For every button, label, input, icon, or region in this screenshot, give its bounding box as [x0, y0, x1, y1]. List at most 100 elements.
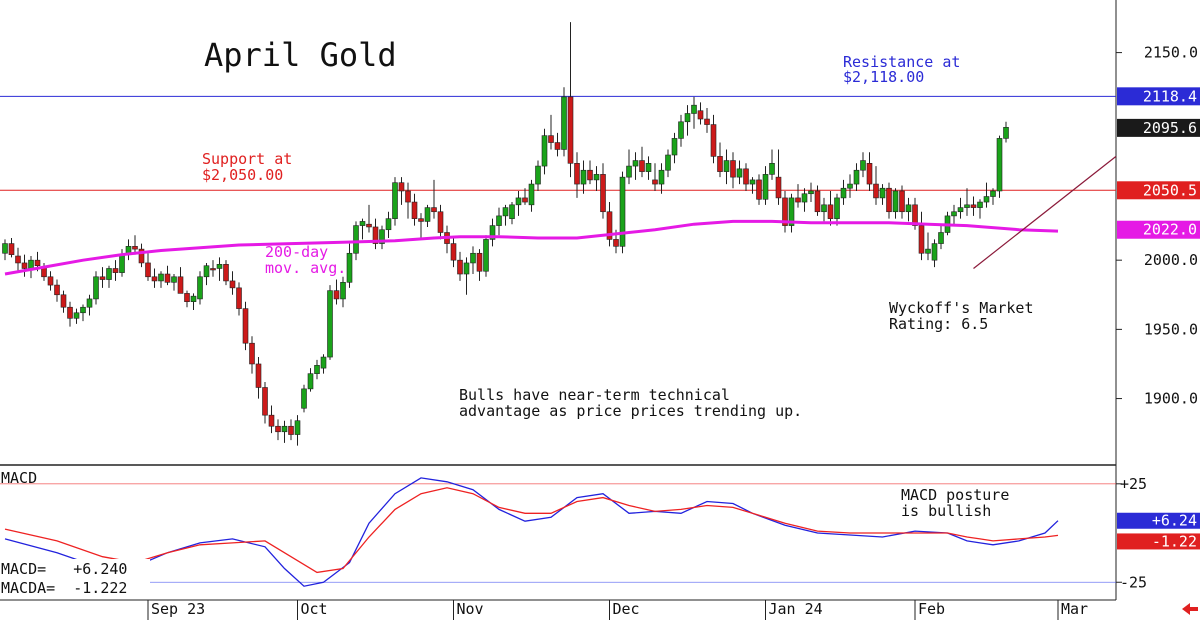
- candle: [132, 235, 138, 255]
- candle-body-down: [151, 276, 158, 282]
- candle: [437, 204, 444, 240]
- candle-body-up: [762, 174, 769, 200]
- candle-body-up: [723, 160, 730, 172]
- candle-body-down: [866, 163, 873, 185]
- candle-body-down: [522, 197, 528, 203]
- candle-body-up: [892, 190, 899, 213]
- candle-body-down: [795, 197, 801, 203]
- candle-body-down: [476, 252, 483, 272]
- candle-body-up: [509, 204, 515, 219]
- candle-body-up: [905, 204, 912, 213]
- candle: [327, 285, 333, 360]
- candle: [483, 235, 489, 277]
- candle-body-down: [34, 259, 41, 267]
- candle-body-up: [990, 190, 996, 197]
- candle: [255, 357, 262, 399]
- candle-body-down: [437, 211, 444, 233]
- x-tick-label: Mar: [1061, 600, 1088, 618]
- candle: [54, 279, 60, 302]
- candle: [710, 114, 717, 164]
- x-tick-label: Oct: [301, 600, 328, 618]
- y-tick-label: 1900.0: [1144, 390, 1198, 408]
- ma-annotation-line1: 200-day: [265, 243, 328, 261]
- candle-body-up: [808, 190, 814, 195]
- candle-body-up: [840, 187, 847, 199]
- candle-body-down: [652, 179, 658, 185]
- candle-body-up: [106, 268, 112, 280]
- candle-body-down: [229, 280, 236, 289]
- candle: [236, 282, 242, 316]
- candle-body-down: [710, 124, 717, 157]
- candle-body-up: [626, 165, 632, 178]
- left-arrow-icon[interactable]: [1182, 603, 1198, 615]
- candle: [587, 160, 593, 185]
- candle-body-up: [632, 160, 639, 167]
- candle-body-down: [372, 226, 379, 244]
- candle: [418, 213, 424, 240]
- ma200-tag-label: 2022.0: [1143, 221, 1197, 239]
- candle-body-up: [496, 215, 502, 226]
- candle: [782, 190, 788, 233]
- candle-body-down: [704, 118, 710, 125]
- candle: [522, 188, 528, 205]
- resistance-annotation-line1: Resistance at: [843, 53, 960, 71]
- candle: [678, 114, 684, 147]
- candle: [210, 260, 216, 277]
- candle-body-down: [132, 246, 138, 250]
- macd-tick-label: -25: [1120, 573, 1147, 591]
- candle: [197, 271, 203, 305]
- candle-body-up: [86, 298, 93, 308]
- candle: [379, 225, 385, 250]
- resistance-tag-label: 2118.4: [1143, 87, 1197, 105]
- candle: [840, 179, 847, 205]
- candle-body-up: [879, 187, 886, 199]
- candle-body-up: [392, 182, 398, 219]
- candle: [67, 301, 73, 327]
- candle-body-down: [15, 255, 21, 264]
- y-tick-label: 2150.0: [1144, 44, 1198, 62]
- candle-body-up: [515, 197, 522, 206]
- candle-body-up: [938, 232, 944, 244]
- candle: [658, 163, 665, 194]
- x-tick-label: Nov: [457, 600, 484, 618]
- candle-body-down: [606, 211, 613, 240]
- candle-body-down: [288, 425, 294, 435]
- candle-body-down: [457, 259, 463, 275]
- candle-body-down: [743, 168, 749, 185]
- last-tag: [1117, 118, 1200, 137]
- support-annotation-line2: $2,050.00: [202, 166, 283, 184]
- moving-average-layer: [4, 219, 1059, 276]
- candle-body-up: [320, 356, 327, 369]
- candle: [970, 196, 977, 216]
- candle-body-up: [93, 276, 99, 300]
- candle: [769, 149, 775, 180]
- candle: [834, 193, 840, 226]
- candle-body-down: [450, 243, 457, 261]
- candle: [216, 257, 223, 281]
- candle: [301, 384, 307, 413]
- rating-annotation-line1: Wyckoff's Market: [889, 299, 1034, 317]
- candle-body-up: [1003, 127, 1009, 139]
- candle-body-up: [119, 254, 125, 273]
- candle-body-down: [613, 239, 619, 247]
- candle: [788, 193, 795, 233]
- candle-body-down: [210, 268, 216, 271]
- candle-body-down: [249, 342, 255, 365]
- candle: [372, 218, 379, 250]
- ma200-line: [4, 219, 1059, 276]
- candle: [476, 249, 483, 281]
- resistance-tag: [1117, 87, 1200, 106]
- candle-body-up: [314, 365, 320, 374]
- candle: [892, 188, 899, 219]
- x-tick-label: Feb: [918, 600, 945, 618]
- candle-body-up: [834, 197, 840, 219]
- reference-lines: [0, 95, 1116, 583]
- candle: [918, 211, 925, 261]
- candle: [93, 271, 99, 305]
- candle: [457, 251, 463, 281]
- candle: [385, 211, 392, 239]
- macd-annotation-line1: MACD posture: [901, 486, 1009, 504]
- candle: [879, 184, 886, 205]
- candle: [899, 185, 905, 219]
- candle: [743, 163, 749, 191]
